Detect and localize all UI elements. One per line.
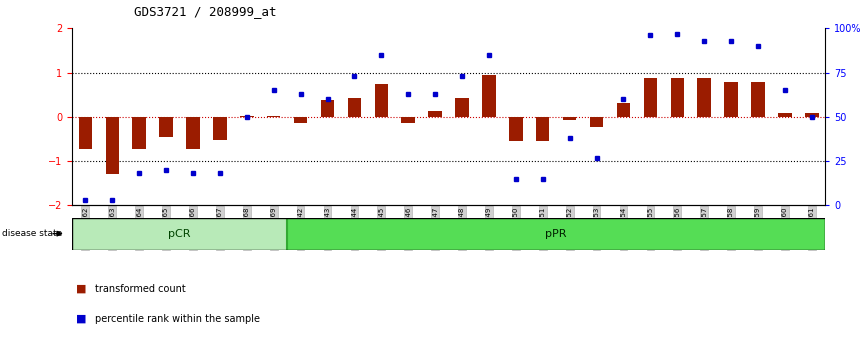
Bar [456,98,469,117]
Bar [402,117,415,122]
Bar [590,117,604,127]
Bar [213,117,227,140]
Bar [805,113,818,117]
Bar [643,78,657,117]
Bar [288,218,825,250]
Bar [482,75,495,117]
Bar [79,117,92,149]
Bar [752,82,765,117]
Bar [563,117,577,120]
Bar [536,117,550,141]
Bar [347,98,361,117]
Bar [670,78,684,117]
Text: disease state: disease state [2,229,62,238]
Bar [267,116,281,117]
Bar [72,218,288,250]
Text: transformed count: transformed count [95,284,186,293]
Bar [724,82,738,117]
Text: ■: ■ [76,284,87,293]
Text: ■: ■ [76,314,87,324]
Bar [779,113,792,117]
Bar [375,84,388,117]
Bar [132,117,145,149]
Bar [240,116,254,117]
Bar [617,103,630,117]
Text: GDS3721 / 208999_at: GDS3721 / 208999_at [134,5,277,18]
Bar [509,117,522,141]
Text: pPR: pPR [546,229,567,239]
Bar [320,100,334,117]
Bar [106,117,119,175]
Bar [159,117,173,137]
Text: pCR: pCR [168,229,191,239]
Bar [186,117,200,149]
Bar [697,78,711,117]
Bar [429,111,442,117]
Text: percentile rank within the sample: percentile rank within the sample [95,314,261,324]
Bar [294,117,307,122]
